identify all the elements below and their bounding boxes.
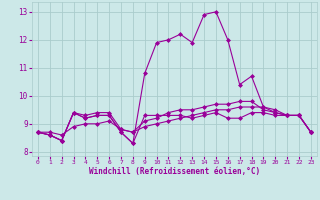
X-axis label: Windchill (Refroidissement éolien,°C): Windchill (Refroidissement éolien,°C) <box>89 167 260 176</box>
